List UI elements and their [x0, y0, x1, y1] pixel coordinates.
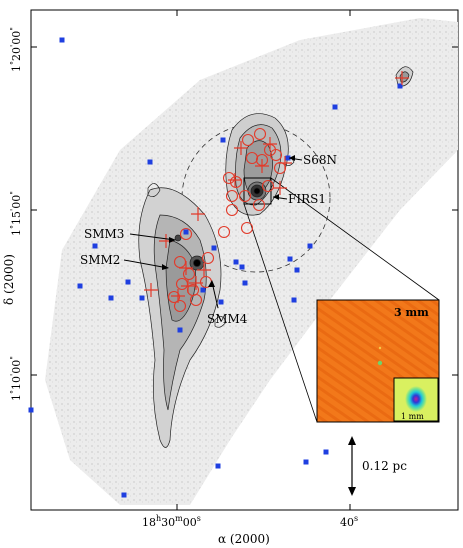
red-cross — [228, 173, 242, 187]
red-cross — [171, 289, 185, 303]
field-circle — [181, 123, 331, 273]
x-axis-label: α (2000) — [218, 532, 270, 546]
blue-square — [177, 327, 183, 333]
red-circle — [229, 175, 243, 189]
blue-square — [323, 449, 329, 455]
red-circle — [252, 198, 266, 212]
red-cross — [395, 71, 409, 85]
blue-square — [108, 295, 114, 301]
red-cross — [181, 279, 195, 293]
red-circle — [225, 203, 239, 217]
y-axis-label: δ (2000) — [2, 254, 16, 305]
red-cross — [197, 263, 211, 277]
blue-square — [285, 155, 291, 161]
y-tick-labels: 1°20'00" 1°15'00" 1°10'00" — [9, 27, 23, 401]
inset-3mm-label: 3 mm — [394, 306, 429, 319]
red-circle — [269, 148, 283, 162]
blue-square — [147, 159, 153, 165]
blue-square — [125, 279, 131, 285]
y-tick-1: 1°20'00" — [9, 27, 23, 72]
x-tick-labels: 18h30m00s 40s — [142, 514, 358, 529]
red-cross — [234, 141, 248, 155]
red-cross — [179, 261, 193, 275]
blue-square — [139, 295, 145, 301]
red-circle — [253, 127, 267, 141]
zoom-line-left — [243, 203, 318, 423]
inset-1mm-label: 1 mm — [401, 412, 424, 421]
x-tick-marks — [176, 10, 351, 510]
x-tick-1: 18h30m00s — [142, 514, 201, 529]
blue-square — [200, 287, 206, 293]
red-cross-markers — [144, 71, 409, 303]
blue-square — [242, 280, 248, 286]
red-cross — [255, 159, 269, 173]
inset-3mm: 3 mm 1 mm — [316, 299, 440, 423]
map-coverage — [45, 18, 458, 505]
label-firs1: FIRS1 — [288, 192, 326, 206]
red-cross — [278, 156, 292, 170]
blue-square — [183, 229, 189, 235]
zoom-line-right — [270, 177, 440, 301]
blue-square — [307, 243, 313, 249]
red-circle — [241, 133, 255, 147]
blue-square — [220, 137, 226, 143]
blue-square — [303, 459, 309, 465]
red-cross — [144, 283, 158, 297]
contours — [138, 66, 414, 448]
blue-square — [239, 264, 245, 270]
blue-square — [332, 104, 338, 110]
blue-square — [211, 245, 217, 251]
red-circle — [238, 189, 252, 203]
blue-square — [215, 463, 221, 469]
red-circle — [217, 225, 231, 239]
source-labels: S68N FIRS1 SMM3 SMM2 SMM4 — [80, 153, 337, 326]
x-tick-2: 40s — [340, 514, 358, 529]
y-tick-2: 1°15'00" — [9, 191, 23, 236]
red-circle — [261, 179, 275, 193]
blue-square — [287, 256, 293, 262]
red-circle — [201, 251, 215, 265]
blue-square — [28, 407, 34, 413]
y-tick-marks — [31, 46, 458, 376]
red-circle — [240, 221, 254, 235]
blue-square-markers — [28, 37, 403, 498]
blue-square — [77, 283, 83, 289]
red-cross — [189, 276, 203, 290]
scale-bar-label: 0.12 pc — [362, 459, 407, 473]
red-circle — [189, 293, 203, 307]
blue-square — [397, 83, 403, 89]
red-circle — [179, 227, 193, 241]
red-circle-markers — [167, 127, 287, 313]
y-tick-3: 1°10'00" — [9, 356, 23, 401]
blue-square — [59, 37, 65, 43]
blue-square — [233, 259, 239, 265]
label-smm4: SMM4 — [207, 312, 248, 326]
red-cross — [263, 137, 277, 151]
scale-bar: 0.12 pc — [348, 436, 407, 496]
red-circle — [245, 151, 259, 165]
red-cross — [273, 181, 287, 195]
red-cross — [191, 207, 205, 221]
blue-square — [294, 267, 300, 273]
blue-square — [291, 297, 297, 303]
red-circle — [173, 299, 187, 313]
red-circle — [167, 290, 181, 304]
blue-square — [92, 243, 98, 249]
label-smm3: SMM3 — [84, 227, 124, 241]
label-smm2: SMM2 — [80, 253, 120, 267]
blue-square — [218, 299, 224, 305]
red-circle — [225, 189, 239, 203]
label-s68n: S68N — [303, 153, 337, 167]
blue-square — [121, 492, 127, 498]
